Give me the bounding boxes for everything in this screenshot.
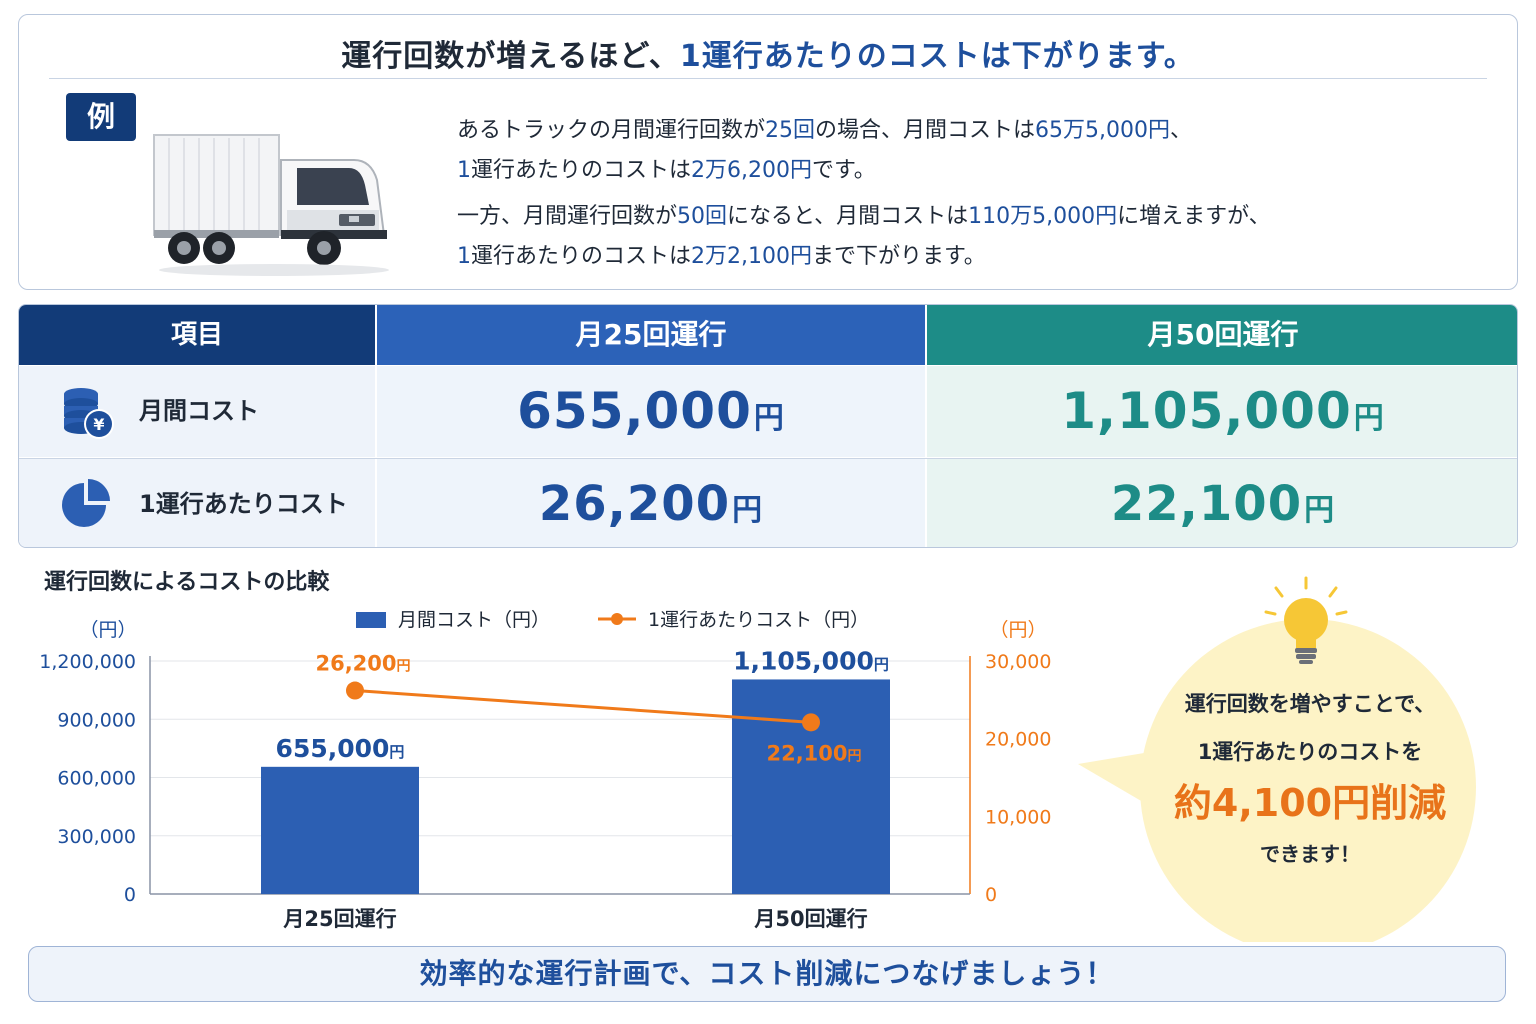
cell-per-run-25: 26,200円 bbox=[377, 459, 925, 547]
y-left-tick-label: 300,000 bbox=[57, 826, 136, 848]
table-row: ¥ 月間コスト 655,000円 1,105,000円 bbox=[19, 366, 1517, 457]
headline-part2: 1運行あたりのコストは下がります。 bbox=[679, 39, 1195, 74]
header-50-runs: 月50回運行 bbox=[927, 305, 1517, 365]
per-run-cost-line bbox=[354, 689, 812, 724]
desc-line-2: 1運行あたりのコストは2万6,200円です。 bbox=[457, 158, 876, 183]
y-right-unit: （円） bbox=[989, 619, 1046, 641]
coins-yen-icon: ¥ bbox=[64, 388, 114, 439]
legend-marker-line bbox=[611, 613, 623, 625]
header-item: 項目 bbox=[19, 305, 375, 365]
truck-icon bbox=[153, 134, 389, 276]
y-left-tick-label: 900,000 bbox=[57, 709, 136, 731]
bubble-message: 運行回数を増やすことで、 1運行あたりのコストを 約4,100円削減 できます！ bbox=[1140, 690, 1480, 868]
example-description: あるトラックの月間運行回数が25回の場合、月間コストは65万5,000円、 1運… bbox=[457, 111, 1497, 277]
desc-line-1: あるトラックの月間運行回数が25回の場合、月間コストは65万5,000円、 bbox=[457, 118, 1193, 143]
cell-monthly-50: 1,105,000円 bbox=[927, 366, 1517, 457]
cell-per-run-50: 22,100円 bbox=[927, 459, 1517, 547]
bar-data-label: 655,000円 bbox=[276, 734, 405, 763]
cost-comparison-chart: 0 300,000 600,000 900,000 1,200,000 0 10,000 20… bbox=[39, 609, 1051, 931]
y-left-tick-label: 0 bbox=[124, 884, 136, 906]
x-tick-label: 月50回運行 bbox=[753, 907, 867, 931]
y-right-tick-label: 0 bbox=[985, 884, 997, 906]
line-point-2 bbox=[802, 713, 820, 732]
bar-1 bbox=[261, 766, 419, 894]
line-point-1 bbox=[346, 681, 364, 700]
table-row: 1運行あたりコスト 26,200円 22,100円 bbox=[19, 458, 1517, 547]
headline-part1: 運行回数が増えるほど、 bbox=[341, 39, 680, 74]
row-label-cell: 1運行あたりコスト bbox=[19, 459, 375, 547]
row-label: 月間コスト bbox=[139, 397, 259, 425]
line-data-label: 26,200円 bbox=[315, 652, 410, 676]
row-label-cell: ¥ 月間コスト bbox=[19, 366, 375, 457]
line-data-label: 22,100円 bbox=[766, 741, 861, 765]
header-25-runs: 月25回運行 bbox=[377, 305, 925, 365]
example-card: 運行回数が増えるほど、1運行あたりのコストは下がります。 例 あるトラックの月間… bbox=[18, 14, 1518, 290]
y-right-tick-label: 20,000 bbox=[985, 729, 1051, 751]
y-left-tick-label: 600,000 bbox=[57, 768, 136, 790]
example-badge: 例 bbox=[66, 93, 136, 141]
y-left-tick-label: 1,200,000 bbox=[39, 651, 136, 673]
row-label: 1運行あたりコスト bbox=[139, 490, 348, 518]
pie-chart-icon bbox=[62, 479, 110, 527]
bar-2 bbox=[732, 679, 890, 894]
desc-line-3: 一方、月間運行回数が50回になると、月間コストは110万5,000円に増えますが… bbox=[457, 204, 1271, 229]
headline: 運行回数が増えるほど、1運行あたりのコストは下がります。 bbox=[19, 31, 1517, 75]
bar-data-label: 1,105,000円 bbox=[733, 646, 889, 675]
y-right-tick-label: 30,000 bbox=[985, 651, 1051, 673]
divider bbox=[49, 78, 1487, 79]
savings-highlight: 約4,100円削減 bbox=[1173, 781, 1447, 825]
comparison-table: 項目 月25回運行 月50回運行 ¥ 月間コスト 655,000円 1,105,… bbox=[18, 304, 1518, 548]
x-tick-label: 月25回運行 bbox=[282, 907, 396, 931]
y-right-tick-label: 10,000 bbox=[985, 806, 1051, 828]
cell-monthly-25: 655,000円 bbox=[377, 366, 925, 457]
speech-bubble bbox=[1078, 576, 1476, 942]
desc-line-4: 1運行あたりのコストは2万2,100円まで下がります。 bbox=[457, 244, 986, 269]
chart-title: 運行回数によるコストの比較 bbox=[44, 570, 330, 595]
legend-label-bar: 月間コスト（円） bbox=[398, 609, 550, 631]
legend-label-line: 1運行あたりコスト（円） bbox=[648, 609, 869, 631]
y-left-unit: （円） bbox=[79, 619, 136, 641]
svg-text:¥: ¥ bbox=[93, 415, 104, 434]
legend-swatch-bar bbox=[356, 612, 386, 628]
footer-message: 効率的な運行計画で、コスト削減につなげましょう！ bbox=[28, 946, 1506, 1002]
lightbulb-icon bbox=[1264, 576, 1348, 664]
